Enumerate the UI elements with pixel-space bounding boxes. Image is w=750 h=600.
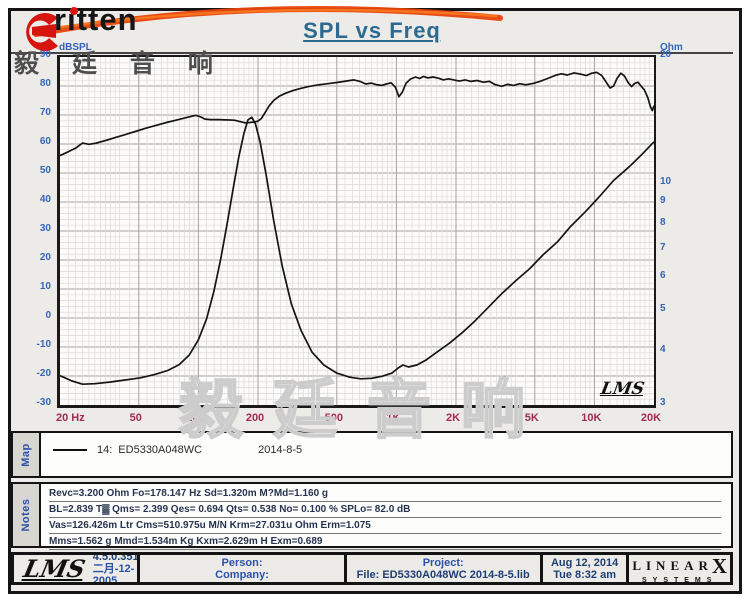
x-axis-tick: 1K	[386, 412, 401, 424]
y-axis-right-tick: 8	[660, 217, 666, 229]
lms-build-date: 二月-12-2005	[92, 562, 135, 585]
y-axis-right-tick: 3	[660, 397, 666, 408]
y-axis-left-tick: 20	[39, 252, 51, 263]
company-label: Company:	[215, 568, 269, 581]
y-axis-right-tick: 10	[660, 176, 672, 188]
x-axis-tick: 5K	[524, 412, 539, 424]
y-axis-left-tick: 50	[39, 165, 51, 176]
note-line-parameters-2: BL=2.839 T▓ Qms= 2.399 Qes= 0.694 Qts= 0…	[49, 504, 721, 518]
page-title: SPL vs Freq	[303, 18, 441, 43]
linearx-systems-text: SYSTEMS	[641, 576, 718, 584]
y-axis-right-tick: 20	[660, 49, 672, 60]
person-label: Person:	[221, 556, 263, 569]
file-name: File: ED5330A048WC 2014-8-5.lib	[356, 568, 530, 581]
y-axis-left-tick: -10	[36, 339, 51, 350]
x-axis-tick: 10K	[581, 412, 602, 424]
y-axis-right-tick: 6	[660, 269, 666, 281]
y-axis-left-tick: 40	[39, 194, 51, 205]
footer-bar: LMS 4.5.0.351 二月-12-2005 Person: Company…	[11, 552, 733, 585]
map-panel: Map 14: ED5330A048WC 2014-8-5	[11, 431, 733, 478]
notes-panel: Notes Revc=3.200 Ohm Fo=178.147 Hz Sd=1.…	[11, 482, 733, 550]
legend-curve-id: 14:	[97, 444, 113, 456]
legend-line-swatch	[53, 449, 87, 451]
legend-row: 14: ED5330A048WC 2014-8-5	[53, 444, 302, 456]
x-axis-tick: 50	[129, 412, 142, 424]
report-time: Tue 8:32 am	[553, 568, 616, 581]
footer-date-cell: Aug 12, 2014 Tue 8:32 am	[539, 552, 630, 585]
left-axis-label: dBSPL	[59, 42, 92, 53]
footer-project-cell: Project: File: ED5330A048WC 2014-8-5.lib	[343, 552, 543, 585]
legend-curve-name: ED5330A048WC	[118, 444, 203, 456]
report-date: Aug 12, 2014	[550, 556, 619, 569]
footer-linearx-cell: LINEAR X SYSTEMS	[626, 552, 733, 585]
lms-version: 4.5.0.351	[92, 552, 139, 563]
y-axis-left-tick: 10	[39, 281, 51, 292]
curve-spl	[60, 71, 654, 157]
footer-person-cell: Person: Company:	[137, 552, 347, 585]
legend-curve-date: 2014-8-5	[258, 444, 303, 456]
x-axis-tick: 500	[324, 412, 343, 424]
chart-canvas	[60, 57, 654, 405]
y-axis-left-tick: 80	[39, 78, 51, 89]
y-axis-left-tick: 70	[39, 107, 51, 118]
footer-lms-cell: LMS 4.5.0.351 二月-12-2005	[11, 552, 141, 585]
x-axis-tick: 2K	[445, 412, 461, 424]
notes-label: Notes	[20, 498, 32, 532]
notes-lines: Revc=3.200 Ohm Fo=178.147 Hz Sd=1.320m M…	[49, 488, 721, 552]
y-axis-left-tick: -30	[36, 397, 51, 408]
y-axis-right-tick: 4	[660, 344, 666, 356]
x-axis-tick: 20K	[640, 412, 662, 424]
note-line-parameters-4: Mms=1.562 g Mmd=1.534m Kg Kxm=2.629m H E…	[49, 536, 721, 550]
spl-vs-freq-plot: LMS	[57, 55, 656, 408]
y-axis-left-tick: 30	[39, 223, 51, 234]
title-bar: SPL vs Freq	[11, 11, 733, 54]
x-axis-tick: 20 Hz	[56, 412, 85, 424]
y-axis-right-tick: 7	[660, 241, 666, 253]
y-axis-right-tick: 5	[660, 303, 666, 315]
report-frame: SPL vs Freq LMS dBSPL Ohm 90 80 70 60 50 40 30…	[8, 8, 742, 594]
x-axis-tick: 100	[186, 412, 205, 424]
y-axis-right-tick: 9	[660, 195, 666, 207]
lms-logo: LMS	[20, 554, 88, 583]
map-label: Map	[20, 442, 32, 467]
note-line-parameters-3: Vas=126.426m Ltr Cms=510.975u M/N Krm=27…	[49, 520, 721, 534]
y-axis-left-tick: 60	[39, 136, 51, 147]
y-axis-left-tick: -20	[36, 368, 51, 379]
y-axis-left-tick: 0	[45, 310, 51, 321]
notes-label-cell: Notes	[13, 484, 41, 546]
linearx-logo: LINEAR X	[632, 553, 728, 578]
right-axis-label: Ohm	[660, 42, 683, 53]
note-line-parameters-1: Revc=3.200 Ohm Fo=178.147 Hz Sd=1.320m M…	[49, 488, 721, 502]
map-label-cell: Map	[13, 433, 41, 476]
x-axis-tick: 200	[245, 412, 265, 424]
project-label: Project:	[422, 556, 464, 569]
y-axis-left-tick: 90	[39, 49, 51, 60]
curve-impedance	[60, 116, 654, 386]
lms-plot-watermark: LMS	[599, 379, 646, 399]
